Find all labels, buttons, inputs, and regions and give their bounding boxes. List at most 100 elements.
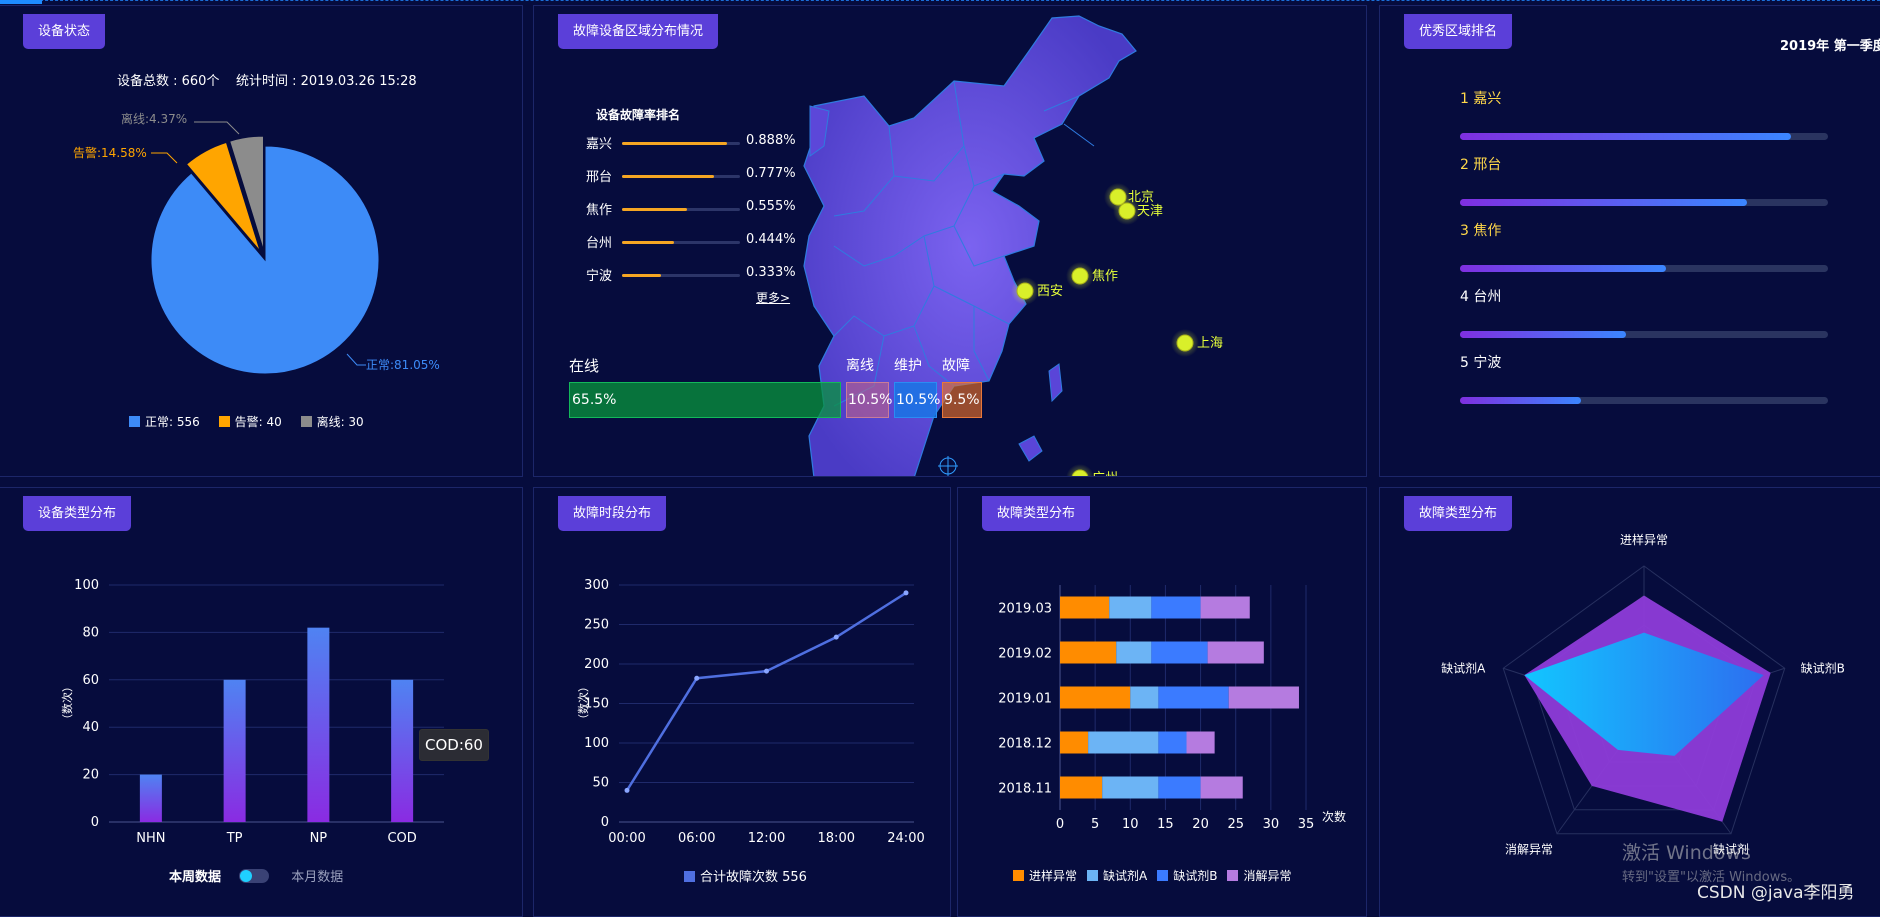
rank-city: 宁波 bbox=[586, 269, 613, 284]
map-region bbox=[803, 15, 1137, 476]
x-tick-label: 25 bbox=[1227, 817, 1244, 832]
city-dot-jiaozuo[interactable] bbox=[1071, 267, 1089, 285]
device-total: 设备总数 : 660个 bbox=[117, 74, 220, 89]
city-dot-xian[interactable] bbox=[1016, 282, 1034, 300]
status-bar-maintain: 10.5% bbox=[894, 382, 941, 418]
city-label-beijing: 北京 bbox=[1128, 190, 1154, 205]
rank-bar bbox=[622, 175, 740, 178]
x-tick-label: COD bbox=[387, 831, 416, 846]
legend-item[interactable]: 缺试剂A bbox=[1087, 869, 1147, 883]
ranking-label: 5 宁波 bbox=[1460, 355, 1502, 371]
city-label-xian: 西安 bbox=[1037, 284, 1063, 299]
y-tick-label: 100 bbox=[74, 578, 99, 593]
city-dot-tianjin[interactable] bbox=[1118, 202, 1136, 220]
legend-swatch bbox=[1227, 870, 1239, 881]
city-dots bbox=[1011, 183, 1199, 477]
status-value-offline: 10.5% bbox=[848, 392, 893, 408]
rank-value: 0.333% bbox=[746, 265, 796, 280]
ranking-track bbox=[1460, 265, 1828, 272]
ranking-item: 4 台州 bbox=[1460, 286, 1830, 338]
ranking-label: 3 焦作 bbox=[1460, 223, 1502, 239]
more-link[interactable]: 更多> bbox=[756, 291, 791, 305]
ranking-label: 1 嘉兴 bbox=[1460, 91, 1502, 107]
legend-text: 缺试剂A bbox=[1103, 869, 1148, 883]
bar-segment-缺试剂B bbox=[1158, 731, 1187, 754]
toggle-month-label[interactable]: 本月数据 bbox=[291, 870, 344, 885]
panel-fault-type-radar: 故障类型分布 进样异常 缺试剂B 缺试剂 消解异常 缺试剂A bbox=[1379, 487, 1880, 917]
radar-series-1 bbox=[1524, 632, 1764, 756]
panel-title: 设备状态 bbox=[23, 14, 106, 49]
legend-offline[interactable]: 离线: 30 bbox=[300, 415, 364, 429]
legend-swatch bbox=[129, 416, 140, 427]
rank-city: 嘉兴 bbox=[586, 137, 613, 152]
windows-activation-title: 激活 Windows bbox=[1622, 842, 1751, 864]
line-legend[interactable]: 合计故障次数 556 bbox=[684, 866, 807, 885]
legend-normal[interactable]: 正常: 556 bbox=[129, 415, 200, 429]
rank-fill bbox=[622, 175, 714, 178]
panel-fault-period: 故障时段分布 0 50 100 150 200 250 300 00:00 06:00 12:00… bbox=[533, 487, 951, 917]
map-left-region bbox=[809, 105, 830, 157]
city-dot-shanghai[interactable] bbox=[1176, 334, 1194, 352]
ranking-track bbox=[1460, 397, 1828, 404]
rank-value: 0.555% bbox=[746, 199, 796, 214]
ranking-track bbox=[1460, 331, 1828, 338]
legend-text: 缺试剂B bbox=[1173, 869, 1218, 883]
ranking-item: 1 嘉兴 bbox=[1460, 88, 1830, 140]
ranking-item: 5 宁波 bbox=[1460, 352, 1830, 404]
legend-alarm[interactable]: 告警: 40 bbox=[218, 415, 282, 429]
top-border-line bbox=[0, 0, 1880, 6]
panel-title: 优秀区域排名 bbox=[1404, 14, 1513, 49]
y-tick-label: 150 bbox=[584, 697, 609, 712]
rank-value: 0.888% bbox=[746, 133, 796, 148]
y-tick-label: 200 bbox=[584, 657, 609, 672]
x-tick-label: 18:00 bbox=[818, 831, 855, 846]
rank-value: 0.777% bbox=[746, 166, 796, 181]
bar-segment-进样异常 bbox=[1060, 686, 1131, 709]
bar-segment-消解异常 bbox=[1200, 596, 1250, 619]
csdn-watermark: CSDN @java李阳勇 bbox=[1697, 883, 1855, 903]
status-bar-online: 65.5% bbox=[569, 382, 841, 418]
legend-text: 合计故障次数 556 bbox=[700, 870, 807, 885]
city-label-shanghai: 上海 bbox=[1197, 336, 1223, 351]
status-pie-chart: 离线:4.37% 告警:14.58% 正常:81.05% bbox=[73, 111, 440, 375]
x-tick-label: 10 bbox=[1122, 817, 1139, 832]
x-tick-label: 35 bbox=[1298, 817, 1315, 832]
city-label-tianjin: 天津 bbox=[1137, 204, 1163, 219]
rank-city: 台州 bbox=[586, 236, 613, 251]
y-tick-label: 20 bbox=[82, 768, 99, 783]
legend-text: 正常: 556 bbox=[145, 415, 200, 429]
y-tick-label: 0 bbox=[601, 815, 609, 830]
toggle-week-label[interactable]: 本周数据 bbox=[169, 870, 222, 885]
legend-item[interactable]: 消解异常 bbox=[1227, 869, 1291, 883]
status-value-fault: 9.5% bbox=[944, 392, 980, 408]
radar-indicator-label: 缺试剂B bbox=[1801, 660, 1845, 675]
status-label-offline: 离线 bbox=[846, 358, 874, 374]
bar-NHN bbox=[139, 774, 162, 822]
bar-segment-进样异常 bbox=[1060, 731, 1089, 754]
panel-fault-type-bar: 故障类型分布 0 5 10 15 20 25 30 35 2018.11 2018.12 2019… bbox=[957, 487, 1367, 917]
bar-tooltip: COD:60 bbox=[419, 729, 489, 761]
legend-item[interactable]: 进样异常 bbox=[1013, 869, 1077, 883]
data-point bbox=[694, 675, 700, 681]
y-tick-label: 60 bbox=[82, 673, 99, 688]
pie-legend: 正常: 556 告警: 40 离线: 30 bbox=[129, 413, 364, 430]
legend-swatch bbox=[1157, 870, 1169, 881]
ranking-fill bbox=[1460, 133, 1792, 140]
x-tick-label: 00:00 bbox=[608, 831, 645, 846]
legend-text: 离线: 30 bbox=[316, 415, 364, 429]
legend-item[interactable]: 缺试剂B bbox=[1157, 869, 1217, 883]
city-dot-guangzhou[interactable] bbox=[1071, 469, 1089, 477]
fault-type-stacked-bar-chart: 0 5 10 15 20 25 30 35 2018.11 2018.12 2019.01 2019… bbox=[998, 585, 1346, 832]
rank-bar bbox=[622, 142, 740, 145]
normal-label: 正常:81.05% bbox=[366, 358, 440, 372]
rank-city: 焦作 bbox=[586, 203, 613, 218]
x-tick-label: 0 bbox=[1056, 817, 1064, 832]
status-value-online: 65.5% bbox=[572, 392, 617, 408]
y-axis-title: （数次） bbox=[576, 681, 590, 725]
status-value-maintain: 10.5% bbox=[896, 392, 941, 408]
china-map: 北京 天津 焦作 西安 上海 广州 bbox=[803, 15, 1223, 477]
offline-leader bbox=[194, 121, 240, 135]
toggle-switch[interactable] bbox=[239, 869, 270, 883]
bar-segment-消解异常 bbox=[1186, 731, 1215, 754]
